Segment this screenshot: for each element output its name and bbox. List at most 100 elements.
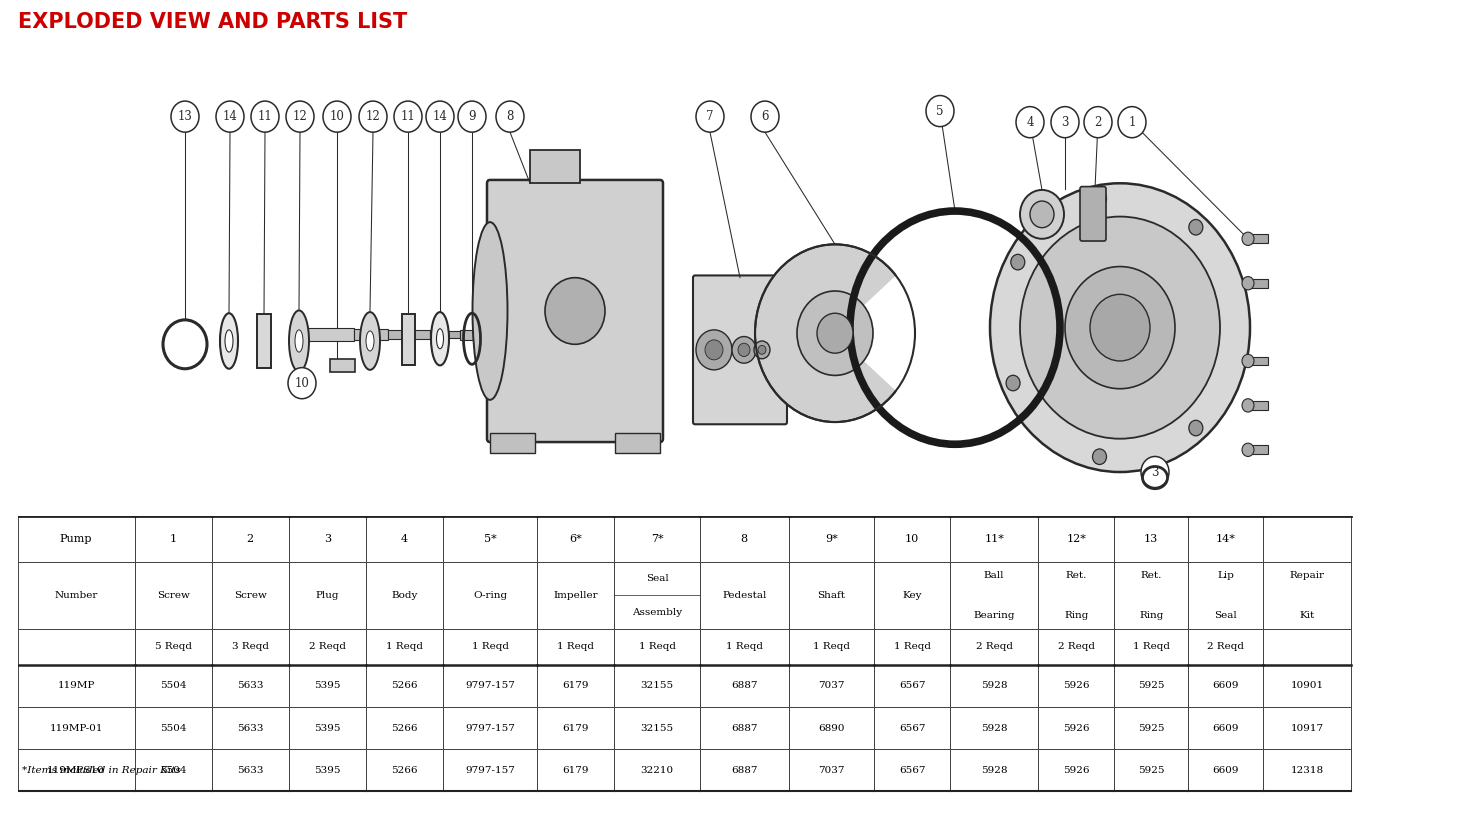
Text: 3: 3 [1061, 116, 1069, 128]
Bar [212, 665, 289, 707]
Text: Bearing: Bearing [974, 611, 1015, 620]
Circle shape [1010, 254, 1025, 270]
Circle shape [1051, 107, 1079, 137]
Text: Plug: Plug [315, 591, 339, 600]
Bar [289, 749, 366, 791]
Text: 5266: 5266 [391, 766, 418, 775]
Bar [788, 516, 875, 561]
Ellipse shape [289, 311, 310, 372]
FancyBboxPatch shape [1248, 279, 1267, 287]
Circle shape [171, 101, 199, 132]
Bar [442, 707, 537, 749]
Bar [1114, 749, 1188, 791]
Bar [788, 707, 875, 749]
Bar [788, 749, 875, 791]
Bar [442, 749, 537, 791]
Bar [1263, 707, 1351, 749]
Text: 6567: 6567 [899, 681, 926, 691]
Bar [875, 749, 950, 791]
FancyBboxPatch shape [388, 330, 431, 339]
Text: 13: 13 [178, 110, 193, 123]
Text: 12*: 12* [1066, 534, 1086, 544]
Text: 5395: 5395 [314, 681, 340, 691]
Bar [1188, 516, 1263, 561]
Circle shape [426, 101, 454, 132]
Bar [18, 749, 134, 791]
Text: 14*: 14* [1216, 534, 1235, 544]
Ellipse shape [295, 330, 304, 352]
FancyBboxPatch shape [460, 330, 491, 340]
Bar [1114, 707, 1188, 749]
Text: 6179: 6179 [562, 766, 588, 775]
Bar [788, 749, 875, 791]
Wedge shape [835, 275, 917, 392]
Text: 9797-157: 9797-157 [466, 766, 515, 775]
Text: Lip: Lip [1218, 571, 1234, 580]
Text: Seal: Seal [645, 574, 669, 583]
Bar [788, 665, 875, 707]
Bar [1263, 665, 1351, 707]
FancyBboxPatch shape [1248, 234, 1267, 243]
Bar [212, 629, 289, 665]
Text: 6*: 6* [569, 534, 583, 544]
Bar [442, 749, 537, 791]
Text: 14: 14 [222, 110, 238, 123]
Text: 119MP: 119MP [57, 681, 95, 691]
Text: 1 Reqd: 1 Reqd [558, 642, 594, 651]
Text: 2 Reqd: 2 Reqd [1058, 642, 1095, 651]
Text: 12: 12 [292, 110, 308, 123]
Bar [615, 665, 699, 707]
Circle shape [1021, 217, 1221, 439]
Text: 9797-157: 9797-157 [466, 681, 515, 691]
Text: 5266: 5266 [391, 724, 418, 732]
Bar [442, 629, 537, 665]
Text: 5926: 5926 [1063, 766, 1089, 775]
Text: 9: 9 [469, 110, 476, 123]
FancyBboxPatch shape [257, 314, 272, 367]
Circle shape [1242, 443, 1254, 456]
Circle shape [1242, 232, 1254, 246]
Circle shape [1242, 399, 1254, 412]
Text: 1 Reqd: 1 Reqd [638, 642, 676, 651]
Bar [1188, 665, 1263, 707]
Text: 5395: 5395 [314, 766, 340, 775]
Text: 13: 13 [1145, 534, 1158, 544]
Text: Kit: Kit [1299, 611, 1314, 620]
Ellipse shape [220, 313, 238, 369]
Circle shape [1016, 107, 1044, 137]
Circle shape [323, 101, 350, 132]
Text: O-ring: O-ring [473, 591, 507, 600]
Bar [875, 561, 950, 629]
Text: 6179: 6179 [562, 724, 588, 732]
FancyBboxPatch shape [402, 314, 415, 366]
Text: 5926: 5926 [1063, 681, 1089, 691]
Bar [1114, 665, 1188, 707]
Bar [289, 516, 366, 561]
Bar [212, 561, 289, 629]
Text: 14: 14 [432, 110, 447, 123]
Circle shape [1092, 449, 1107, 465]
Circle shape [1029, 201, 1054, 227]
Circle shape [705, 340, 723, 360]
Bar [1114, 749, 1188, 791]
FancyBboxPatch shape [1248, 357, 1267, 366]
Bar [788, 629, 875, 665]
Text: Ball: Ball [984, 571, 1004, 580]
Text: Body: Body [391, 591, 418, 600]
Text: 10: 10 [330, 110, 345, 123]
Circle shape [1242, 354, 1254, 367]
Bar [1263, 516, 1351, 561]
Text: 9797-157: 9797-157 [466, 724, 515, 732]
Text: 6609: 6609 [1212, 724, 1238, 732]
Bar [289, 665, 366, 707]
Text: 6887: 6887 [731, 766, 758, 775]
Text: 5928: 5928 [981, 724, 1007, 732]
Bar [1188, 749, 1263, 791]
Circle shape [394, 101, 422, 132]
Text: 5928: 5928 [981, 681, 1007, 691]
Text: 5925: 5925 [1137, 681, 1165, 691]
Text: 119MPS10: 119MPS10 [47, 766, 105, 775]
Text: 7: 7 [707, 110, 714, 123]
Bar [699, 629, 788, 665]
Text: 6609: 6609 [1212, 681, 1238, 691]
